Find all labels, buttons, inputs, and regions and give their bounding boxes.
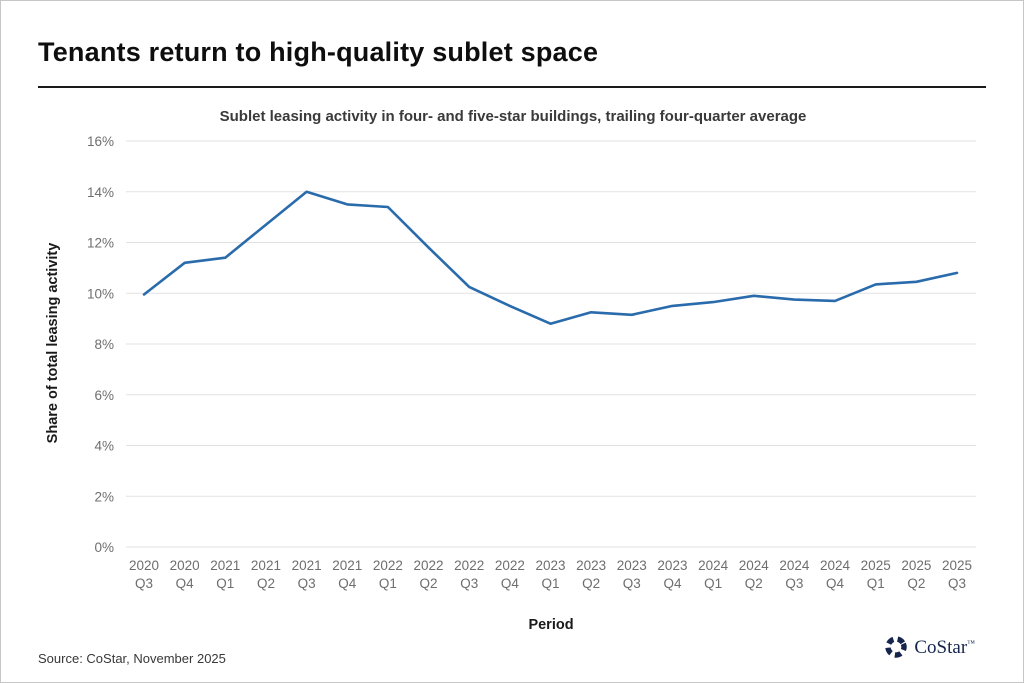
x-tick-label: 2025 Q3 [942,558,972,591]
y-tick-label: 10% [87,286,114,301]
y-tick-label: 0% [94,540,114,555]
y-tick-label: 14% [87,185,114,200]
x-tick-label: 2024 Q3 [779,558,810,591]
y-axis-title: Share of total leasing activity [45,242,61,444]
x-tick-label: 2025 Q2 [901,558,931,591]
x-tick-label: 2023 Q3 [617,558,647,591]
costar-logo: CoStar™ [884,635,975,659]
chart-title: Sublet leasing activity in four- and fiv… [219,108,807,125]
x-tick-label: 2022 Q1 [373,558,403,591]
data-line-series [142,190,959,326]
x-tick-label: 2021 Q3 [292,558,322,591]
x-axis-title: Period [528,617,574,633]
y-tick-label: 12% [87,236,114,251]
y-tick-label: 6% [94,388,114,403]
y-tick-label: 2% [94,489,114,504]
x-tick-label: 2024 Q4 [820,558,851,591]
x-tick-label: 2025 Q1 [861,558,891,591]
x-tick-label: 2022 Q2 [414,558,444,591]
x-tick-label: 2020 Q3 [129,558,159,591]
trademark-mark: ™ [967,638,975,648]
x-tick-label: 2023 Q1 [535,558,565,591]
x-tick-label: 2021 Q4 [332,558,362,591]
x-tick-label: 2023 Q2 [576,558,606,591]
page-title: Tenants return to high-quality sublet sp… [38,37,599,67]
x-tick-label: 2022 Q3 [454,558,484,591]
y-tick-label: 8% [94,337,114,352]
x-tick-label: 2024 Q1 [698,558,729,591]
x-tick-label: 2023 Q4 [657,558,687,591]
x-tick-label: 2024 Q2 [739,558,770,591]
x-tick-label: 2020 Q4 [170,558,200,591]
header-divider [38,86,986,88]
x-tick-label: 2021 Q2 [251,558,281,591]
y-tick-label: 16% [87,134,114,149]
x-tick-label: 2021 Q1 [210,558,240,591]
costar-logo-text: CoStar™ [914,636,975,658]
x-tick-label: 2022 Q4 [495,558,525,591]
costar-logo-icon [885,636,908,658]
source-note: Source: CoStar, November 2025 [38,651,226,666]
y-tick-label: 4% [94,439,114,454]
